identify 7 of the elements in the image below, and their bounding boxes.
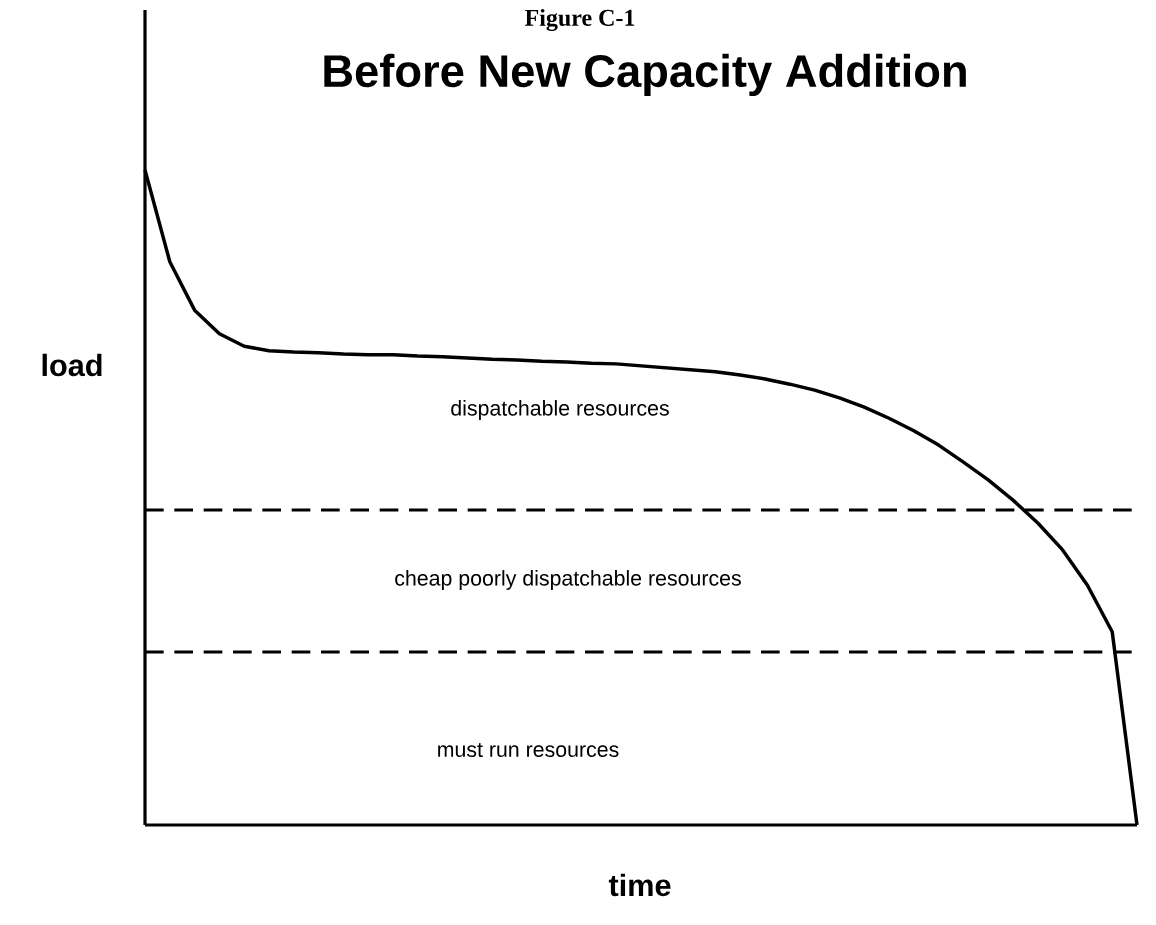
chart-title: Before New Capacity Addition <box>324 53 966 97</box>
x-axis-title: time <box>608 873 671 897</box>
annotation: cheap poorly dispatchable resources <box>395 570 741 590</box>
text: Figure C-1 <box>524 9 635 31</box>
annotation: dispatchable resources <box>451 400 669 420</box>
y-axis-title: load <box>42 353 102 377</box>
annotation: must run resources <box>438 743 619 757</box>
